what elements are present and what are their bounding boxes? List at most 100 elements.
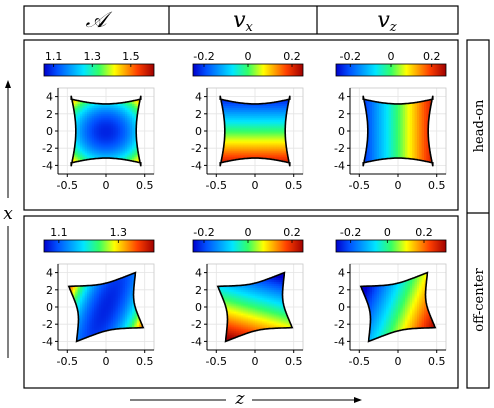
heatmap-cell [371,115,375,118]
heatmap-cell [409,150,413,154]
heatmap-cell [89,281,93,284]
heatmap-cell [250,162,254,166]
heatmap-cell [101,154,105,158]
heatmap-cell [79,121,83,124]
heatmap-cell [233,148,237,152]
heatmap-cell [240,156,244,160]
heatmap-cell [77,105,81,108]
heatmap-cell [228,117,232,120]
heatmap-cell [233,162,237,166]
heatmap-cell [367,150,371,154]
heatmap-cell [224,121,228,124]
heatmap-cell [72,279,76,282]
heatmap-cell [228,134,232,138]
heatmap-cell [77,142,81,146]
heatmap-cell [252,152,256,156]
heatmap-cell [255,105,258,108]
heatmap-cell [89,95,93,96]
heatmap-cell [134,117,138,120]
heatmap-cell [84,160,88,164]
heatmap-cell [96,160,100,164]
heatmap-cell [75,140,79,144]
heatmap-cell [250,154,254,158]
heatmap-cell [226,109,230,112]
heatmap-cell [94,138,98,142]
heatmap-cell [269,131,273,134]
heatmap-cell [412,123,416,126]
heatmap-cell [82,119,86,122]
heatmap-cell [257,121,261,124]
heatmap-cell [355,169,358,172]
heatmap-cell [82,307,86,310]
heatmap-cell [257,123,261,126]
heatmap-cell [264,97,268,100]
heatmap-cell [360,155,363,158]
heatmap-cell [89,343,92,346]
heatmap-cell [224,144,228,148]
heatmap-cell [91,129,95,132]
heatmap-cell [87,287,91,290]
heatmap-cell [429,91,432,94]
heatmap-cell [376,103,380,106]
heatmap-cell [438,149,441,152]
heatmap-cell [388,134,392,138]
heatmap-cell [63,145,66,148]
heatmap-cell [113,127,117,130]
heatmap-cell [386,138,390,142]
heatmap-cell [139,138,141,142]
heatmap-cell [259,117,263,120]
heatmap-cell [94,148,98,152]
heatmap-cell [283,167,286,170]
heatmap-cell [139,91,142,94]
heatmap-cell [84,97,88,100]
heatmap-cell [402,105,406,108]
heatmap-cell [400,169,403,172]
heatmap-cell [84,162,88,166]
heatmap-cell [433,151,436,154]
heatmap-cell [278,121,282,124]
heatmap-cell [259,121,263,124]
heatmap-cell [79,109,83,112]
heatmap-cell [414,113,418,116]
heatmap-cell [236,154,240,158]
heatmap-cell [381,169,384,172]
heatmap-cell [363,167,366,170]
heatmap-cell [91,281,95,284]
heatmap-cell [364,105,368,108]
heatmap-cell [113,111,117,114]
heatmap-cell [110,160,114,164]
heatmap-cell [407,160,411,164]
heatmap-cell [236,156,240,160]
heatmap-cell [233,107,237,110]
heatmap-cell [122,109,126,112]
heatmap-cell [436,107,439,110]
heatmap-cell [379,99,383,102]
heatmap-cell [360,153,363,156]
heatmap-cell [379,105,383,108]
heatmap-cell [79,295,83,298]
heatmap-cell [257,150,261,154]
heatmap-cell [400,95,404,96]
heatmap-cell [388,121,392,124]
heatmap-cell [122,132,126,136]
heatmap-cell [144,153,147,156]
heatmap-cell [424,123,427,126]
heatmap-cell [84,279,88,282]
heatmap-cell [134,144,138,148]
heatmap-cell [77,115,81,118]
heatmap-cell [393,117,397,120]
heatmap-cell [372,91,375,94]
heatmap-cell [63,273,66,276]
heatmap-cell [124,146,128,150]
heatmap-cell [272,91,275,94]
heatmap-cell [70,314,74,318]
heatmap-cell [226,150,230,154]
heatmap-cell [96,146,100,150]
heatmap-cell [122,115,126,118]
heatmap-cell [79,95,83,96]
heatmap-cell [98,95,102,96]
heatmap-cell [288,150,290,154]
heatmap-cell [217,105,220,108]
heatmap-cell [355,145,358,148]
heatmap-cell [419,129,423,132]
